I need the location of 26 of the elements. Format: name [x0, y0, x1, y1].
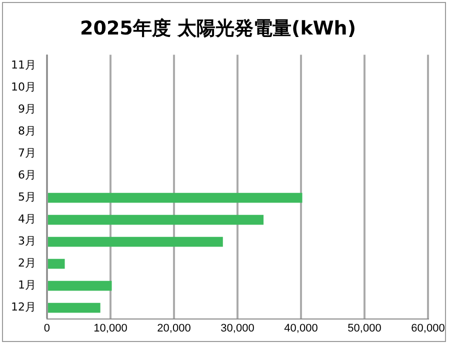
y-tick-label: 2月 [18, 256, 36, 270]
x-tick-label: 50,000 [348, 322, 382, 334]
y-tick-label: 4月 [18, 212, 36, 226]
x-tick-label: 10,000 [94, 322, 128, 334]
x-tick-label: 30,000 [220, 322, 254, 334]
bar [48, 258, 65, 269]
bar [48, 192, 302, 203]
bar [48, 214, 264, 225]
y-tick-label: 8月 [18, 124, 36, 138]
chart-title: 2025年度 太陽光発電量(kWh) [80, 17, 356, 40]
y-tick-label: 10月 [10, 80, 36, 94]
y-tick-label: 6月 [18, 168, 36, 182]
bar [48, 280, 112, 291]
y-tick-label: 5月 [18, 190, 36, 204]
bar [48, 302, 100, 313]
y-tick-label: 11月 [10, 58, 36, 72]
x-tick-label: 20,000 [157, 322, 191, 334]
y-tick-label: 1月 [18, 278, 36, 292]
x-tick-label: 40,000 [284, 322, 318, 334]
y-tick-label: 12月 [10, 300, 36, 314]
x-tick-label: 60,000 [411, 322, 445, 334]
bar [48, 236, 223, 247]
y-tick-label: 7月 [18, 146, 36, 160]
y-tick-label: 3月 [18, 234, 36, 248]
y-tick-label: 9月 [18, 102, 36, 116]
x-tick-label: 0 [44, 322, 50, 334]
